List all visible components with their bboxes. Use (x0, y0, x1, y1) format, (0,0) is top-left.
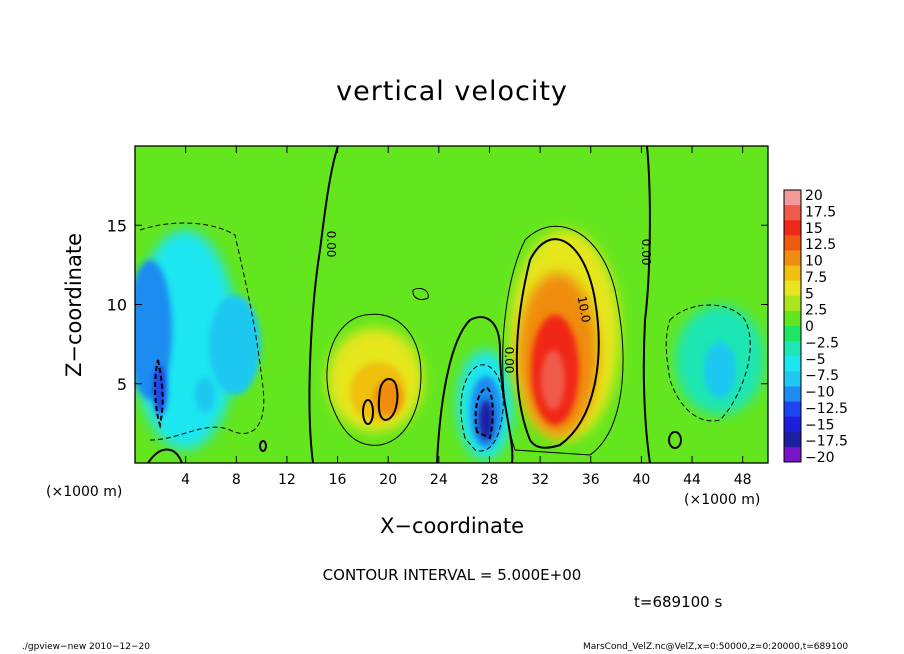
x-tick-label: 20 (379, 472, 397, 488)
colorbar-swatch (784, 280, 801, 297)
y-tick-label: 10 (107, 296, 127, 315)
x-tick-label: 4 (181, 472, 190, 488)
colorbar-label: 20 (805, 188, 823, 204)
y-tick-label: 5 (117, 375, 127, 394)
velocity-field (135, 146, 768, 463)
y-tick-label: 15 (107, 216, 127, 235)
colorbar-label: 0 (805, 319, 814, 335)
contour-label: 0.00 (502, 347, 516, 374)
colorbar-label: 2.5 (805, 303, 827, 319)
footer-right: MarsCond_VelZ.nc@VelZ,x=0:50000,z=0:2000… (583, 642, 849, 652)
x-tick-label: 32 (531, 472, 549, 488)
colorbar-swatch (784, 371, 801, 387)
colorbar-label: 10 (805, 254, 823, 270)
x-unit-left: (×1000 m) (46, 484, 123, 500)
colorbar-swatch (784, 250, 801, 266)
colorbar-swatch (784, 220, 801, 236)
colorbar-swatch (784, 265, 801, 282)
x-tick-label: 16 (329, 472, 347, 488)
x-axis-label: X−coordinate (380, 514, 524, 538)
colorbar-swatch (784, 386, 801, 402)
x-tick-label: 40 (632, 472, 650, 488)
colorbar-label: 17.5 (805, 204, 836, 220)
colorbar-label: −20 (805, 450, 835, 466)
colorbar-swatch (784, 356, 801, 372)
colorbar-swatch (784, 190, 801, 206)
x-tick-label: 36 (582, 472, 600, 488)
footer-left: ./gpview−new 2010−12−20 (22, 642, 150, 652)
colorbar-frame (783, 189, 802, 463)
x-tick-label: 8 (232, 472, 241, 488)
x-tick-label: 28 (481, 472, 499, 488)
colorbar-label: −5 (805, 352, 826, 368)
contour-interval-label: CONTOUR INTERVAL = 5.000E+00 (322, 566, 582, 584)
colorbar-label: 15 (805, 221, 823, 237)
colorbar-swatch (784, 401, 801, 418)
colorbar-swatch (784, 341, 801, 357)
chart-title: vertical velocity (336, 76, 568, 107)
colorbar-label: −2.5 (805, 335, 839, 351)
colorbar-label: 12.5 (805, 237, 836, 253)
contour-label: 0.00 (639, 239, 653, 266)
contour-label: 0.00 (324, 231, 338, 258)
colorbar-label: −15 (805, 417, 835, 433)
x-tick-label: 44 (683, 472, 701, 488)
colorbar-label: 7.5 (805, 270, 827, 286)
colorbar-swatch (784, 310, 801, 327)
colorbar-swatch (784, 235, 801, 251)
colorbar-swatch (784, 326, 801, 342)
colorbar-swatch (784, 431, 801, 448)
x-tick-label: 24 (430, 472, 448, 488)
contour-label: 10.0 (575, 295, 593, 324)
colorbar-label: −7.5 (805, 368, 839, 384)
colorbar-label: −12.5 (805, 401, 848, 417)
x-axis-ticks: 4 8 12 16 20 24 28 32 36 40 44 48 (181, 146, 752, 488)
colorbar-label: 5 (805, 286, 814, 302)
x-tick-label: 12 (278, 472, 296, 488)
time-label: t=689100 s (634, 593, 723, 611)
colorbar-swatch (784, 295, 801, 312)
colorbar-swatch (784, 205, 801, 221)
colorbar-swatch (784, 446, 801, 463)
x-unit-right: (×1000 m) (684, 492, 761, 508)
colorbar-swatch (784, 416, 801, 433)
y-axis-ticks: 5 10 15 (107, 216, 768, 394)
contour-label-group: 0.00 0.00 0.00 10.0 (324, 231, 653, 374)
colorbar-label: −17.5 (805, 434, 848, 450)
colorbar-label: −10 (805, 385, 835, 401)
colorbar: 2017.51512.5107.552.50−2.5−5−7.5−10−12.5… (783, 188, 848, 466)
x-tick-label: 48 (734, 472, 752, 488)
